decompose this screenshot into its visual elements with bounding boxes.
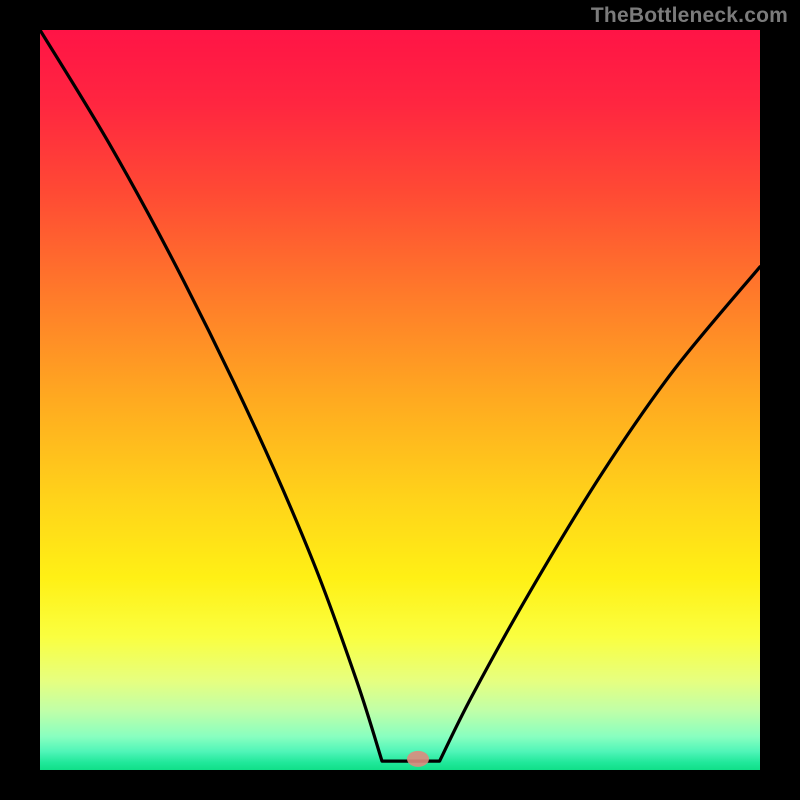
chart-svg xyxy=(0,0,800,800)
chart-stage: TheBottleneck.com xyxy=(0,0,800,800)
watermark-text: TheBottleneck.com xyxy=(591,4,788,28)
optimum-marker xyxy=(407,751,429,767)
